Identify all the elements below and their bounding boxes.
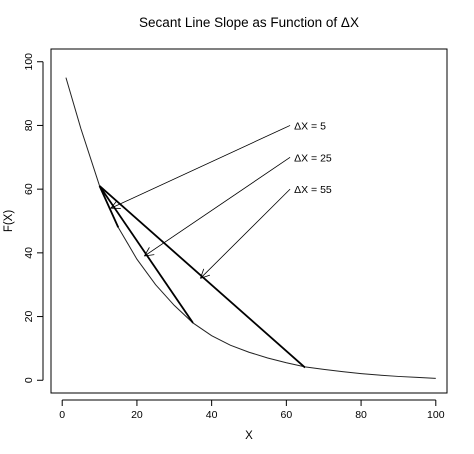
arrow-head [110,200,118,209]
x-axis: 0 20 40 60 80 100 [59,399,445,421]
y-tick-label: 100 [23,53,35,71]
y-axis-label: F(X) [3,210,15,233]
arrow-head [200,268,205,279]
secant-line-1 [98,185,120,228]
annotation-label-3: ΔX = 55 [294,184,332,196]
annotation-arrow-3 [200,188,291,279]
y-tick-label: 80 [23,119,35,131]
annotation-arrow-1 [110,125,291,209]
x-tick-label: 20 [131,409,143,421]
annotation-label-1: ΔX = 5 [294,120,326,132]
arrow-head [144,247,150,257]
y-tick-label: 20 [23,311,35,323]
x-axis-label: X [245,430,253,442]
annotation-label-2: ΔX = 25 [294,152,332,164]
arrow-head [200,274,211,279]
chart-title: Secant Line Slope as Function of ΔX [139,15,359,30]
x-tick-label: 60 [281,409,293,421]
function-curve [65,77,436,379]
annotation-arrow-2 [144,156,291,257]
arrow-head [144,254,155,257]
x-tick-label: 0 [59,409,65,421]
y-tick-label: 0 [23,377,35,383]
x-tick-label: 100 [427,409,445,421]
y-tick-label: 60 [23,183,35,195]
x-tick-label: 80 [355,409,367,421]
plot-frame [50,48,448,394]
x-tick-label: 40 [206,409,218,421]
y-axis: 0 20 40 60 80 100 [23,53,44,383]
plot-marks: ΔX = 5 ΔX = 25 ΔX = 55 [65,77,436,379]
y-tick-label: 40 [23,247,35,259]
